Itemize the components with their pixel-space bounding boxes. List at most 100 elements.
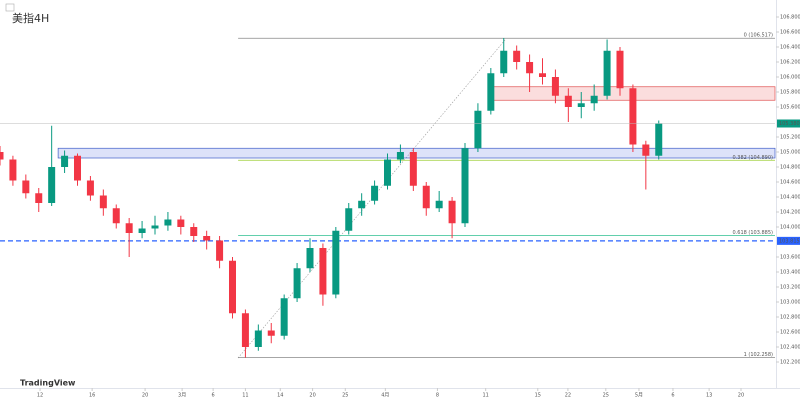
y-tick-label: 102.200 [780, 360, 800, 366]
price-line-badge [777, 236, 800, 245]
y-tick-label: 106.600 [780, 30, 800, 36]
candle-body [229, 260, 236, 314]
x-tick-label: 8 [436, 393, 439, 399]
x-tick-label: 20 [738, 393, 744, 399]
x-tick-label: 5月 [635, 393, 643, 399]
candle-body [332, 230, 340, 295]
candle-body [422, 185, 430, 209]
y-tick-label: 106.000 [780, 75, 800, 81]
y-tick-label: 104.000 [780, 225, 800, 231]
y-tick-label: 104.800 [780, 165, 800, 171]
candle-body [655, 123, 663, 156]
x-tick-label: 14 [277, 393, 283, 399]
candle-body [577, 103, 585, 107]
y-tick-label: 105.000 [780, 150, 800, 156]
fib-label: 0.382 (104.890) [733, 155, 774, 161]
y-tick-label: 106.400 [780, 45, 800, 51]
y-tick-label: 103.600 [780, 255, 800, 261]
x-tick-label: 20 [142, 393, 148, 399]
candle-body [99, 195, 107, 209]
candle-body [435, 200, 443, 209]
candle-body [125, 223, 133, 233]
candle-body [384, 159, 391, 186]
x-tick-label: 13 [706, 393, 712, 399]
candle-body [177, 219, 185, 227]
candle-body [293, 268, 301, 299]
x-tick-label: 22 [565, 393, 571, 399]
candle-body [551, 77, 559, 96]
candle-body [190, 227, 198, 236]
y-tick-label: 106.800 [780, 15, 800, 21]
candle-body [319, 248, 327, 295]
y-tick-label: 105.600 [780, 105, 800, 111]
watermark: TradingView [20, 379, 76, 388]
candle-body [9, 159, 17, 181]
fib-label: 0 (106.517) [744, 33, 773, 39]
candle-body [642, 144, 650, 156]
y-tick-label: 104.400 [780, 195, 800, 201]
chart-title: 美指4H [12, 11, 49, 25]
candle-body [86, 180, 94, 196]
candle-body [0, 152, 4, 160]
x-tick-label: 25 [603, 393, 609, 399]
y-tick-label: 105.800 [780, 90, 800, 96]
x-tick-label: 25 [342, 393, 348, 399]
x-tick-label: 6 [212, 393, 215, 399]
x-tick-label: 20 [309, 393, 315, 399]
menu-button[interactable] [5, 3, 15, 12]
y-tick-label: 102.400 [780, 345, 800, 351]
candle-body [112, 208, 120, 224]
candle-body [306, 248, 314, 269]
candle-body [590, 95, 598, 104]
y-tick-label: 105.200 [780, 135, 800, 141]
candle-body [603, 50, 611, 96]
candle-body [448, 200, 456, 224]
fib-label: 0.618 (103.885) [733, 230, 774, 236]
y-tick-label: 103.200 [780, 285, 800, 291]
last-price-badge [777, 119, 800, 128]
fib-label: 1 (102.258) [744, 352, 773, 358]
candle-body [74, 155, 81, 181]
candle-body [267, 330, 275, 336]
candle-body [61, 155, 69, 167]
candle-body [564, 95, 572, 107]
candle-body [35, 193, 43, 203]
candle-body [616, 50, 624, 89]
x-tick-label: 12 [37, 393, 43, 399]
candle-body [151, 225, 159, 229]
x-tick-label: 6 [671, 393, 674, 399]
candle-body [22, 180, 30, 194]
price-line-label: 103.815 [779, 238, 800, 244]
candle-body [539, 73, 546, 77]
candle-body [629, 88, 637, 145]
candle-body [461, 148, 469, 224]
candle-body [358, 200, 366, 209]
last-price-label: 105.380 [779, 121, 800, 127]
candle-body [513, 50, 521, 62]
candle-body [474, 110, 482, 149]
candle-body [254, 330, 262, 347]
y-tick-label: 104.600 [780, 180, 800, 186]
x-tick-label: 16 [89, 393, 95, 399]
candle-body [203, 236, 211, 241]
x-tick-label: 4月 [381, 393, 389, 399]
candle-body [500, 50, 508, 74]
y-tick-label: 103.000 [780, 300, 800, 306]
candle-body [138, 228, 146, 233]
y-tick-label: 106.200 [780, 60, 800, 66]
y-tick-label: 104.200 [780, 210, 800, 216]
x-tick-label: 15 [535, 393, 541, 399]
candle-body [216, 240, 224, 261]
candle-body [409, 152, 417, 186]
y-tick-label: 102.600 [780, 330, 800, 336]
candle-body [280, 298, 288, 336]
x-tick-label: 11 [242, 393, 248, 399]
y-tick-label: 103.400 [780, 270, 800, 276]
candle-body [241, 313, 249, 347]
candle-body [396, 152, 404, 160]
candle-body [487, 73, 495, 111]
candle-body [371, 185, 379, 201]
candle-body [48, 167, 56, 203]
